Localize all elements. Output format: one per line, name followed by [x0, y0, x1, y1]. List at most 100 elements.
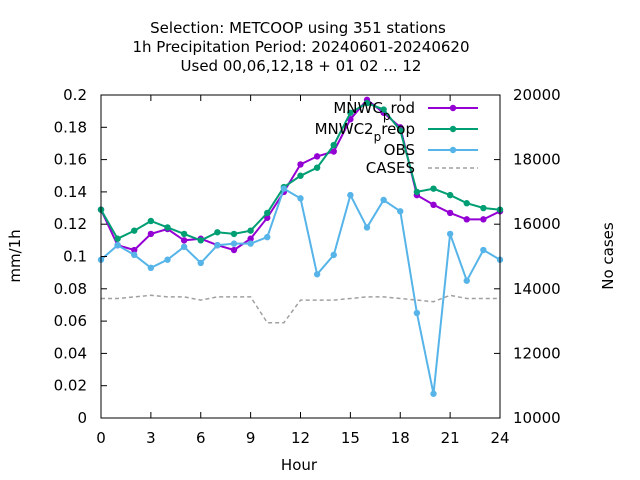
data-point-mnwc2_preop — [114, 235, 121, 242]
y-tick-label: 0.1 — [63, 248, 87, 266]
data-point-obs — [480, 246, 487, 254]
data-point-mnwc2_preop — [330, 141, 337, 149]
x-tick-label: 18 — [391, 429, 410, 447]
data-point-obs — [380, 196, 387, 204]
data-point-obs — [297, 195, 304, 202]
data-point-mnwc2_preop — [430, 185, 437, 192]
data-point-mnwc_prod — [313, 153, 321, 160]
y-tick-label: 0.16 — [54, 151, 87, 169]
data-point-mnwc2_preop — [264, 209, 271, 217]
plot-frame — [100, 94, 501, 419]
x-tick-label: 21 — [441, 429, 460, 447]
y-tick-label: 0.08 — [54, 280, 87, 298]
data-point-obs — [114, 241, 121, 249]
y2-tick-label: 14000 — [513, 280, 561, 298]
data-point-mnwc_prod — [430, 201, 437, 209]
data-point-mnwc2_preop — [180, 230, 188, 238]
data-point-obs — [180, 243, 188, 251]
data-point-mnwc_prod — [446, 209, 454, 217]
legend-marker — [449, 125, 457, 133]
y2-tick-label: 20000 — [513, 86, 561, 104]
data-point-mnwc2_preop — [347, 109, 354, 116]
data-point-mnwc2_preop — [413, 188, 421, 196]
chart-title: Selection: METCOOP using 351 stations 1h… — [132, 19, 469, 75]
legend-label: MNWCprod — [333, 99, 415, 123]
data-point-mnwc_prod — [131, 246, 138, 254]
x-tick-label: 9 — [246, 429, 256, 447]
data-point-mnwc2_preop — [197, 237, 204, 244]
y-tick-label: 0.12 — [54, 215, 87, 233]
title-line-3: Used 00,06,12,18 + 01 02 ... 12 — [181, 57, 422, 75]
y2-tick-label: 18000 — [513, 151, 561, 169]
x-tick-label: 6 — [196, 429, 206, 447]
data-point-obs — [230, 240, 238, 247]
legend-label: CASES — [366, 159, 415, 177]
data-point-mnwc2_preop — [230, 230, 238, 238]
x-tick-label: 12 — [291, 429, 310, 447]
legend-marker — [449, 146, 457, 154]
data-point-mnwc2_preop — [247, 227, 254, 234]
data-point-mnwc_prod — [147, 230, 155, 238]
legend-label: MNWC2preop — [315, 120, 415, 144]
y-tick-label: 0 — [77, 409, 87, 427]
data-point-mnwc_prod — [264, 214, 271, 221]
title-line-2: 1h Precipitation Period: 20240601-202406… — [132, 38, 469, 56]
data-point-mnwc_prod — [480, 216, 487, 223]
data-point-obs — [197, 259, 204, 267]
y-axis-label: mm/1h — [6, 229, 24, 282]
data-point-obs — [247, 240, 254, 247]
y-tick-label: 0.18 — [54, 118, 87, 136]
x-tick-label: 3 — [146, 429, 156, 447]
data-point-obs — [330, 251, 337, 259]
data-point-obs — [430, 390, 437, 397]
x-tick-label: 24 — [490, 429, 509, 447]
data-point-obs — [363, 224, 371, 231]
data-point-mnwc2_preop — [297, 172, 304, 179]
x-tick-label: 0 — [96, 429, 106, 447]
data-point-mnwc2_preop — [446, 191, 454, 199]
data-point-mnwc2_preop — [480, 204, 487, 212]
data-point-obs — [313, 271, 321, 278]
data-point-mnwc_prod — [463, 216, 470, 223]
y-tick-label: 0.04 — [54, 344, 87, 362]
data-point-mnwc2_preop — [363, 99, 371, 107]
data-point-obs — [164, 256, 171, 263]
data-point-obs — [446, 230, 454, 238]
title-line-1: Selection: METCOOP using 351 stations — [150, 19, 446, 37]
data-point-mnwc2_preop — [313, 164, 321, 171]
y2-tick-label: 12000 — [513, 344, 561, 362]
data-point-mnwc_prod — [297, 161, 304, 168]
series-line-cases — [101, 294, 500, 324]
data-point-mnwc2_preop — [397, 127, 404, 134]
legend-label: OBS — [384, 141, 415, 159]
y-tick-label: 0.02 — [54, 377, 87, 395]
x-axis-label: Hour — [281, 456, 318, 474]
data-point-obs — [264, 233, 271, 241]
y2-tick-label: 16000 — [513, 215, 561, 233]
data-point-mnwc_prod — [230, 246, 238, 254]
data-point-obs — [214, 241, 221, 249]
axes: 0 3 6 9 12 15 18 21 24 0 0.02 0.04 0.06 0.08 0.1 0.12 0.… — [54, 86, 561, 447]
data-point-mnwc_prod — [330, 148, 337, 155]
y-tick-label: 0.14 — [54, 183, 87, 201]
data-point-mnwc_prod — [247, 235, 254, 242]
data-point-obs — [463, 277, 470, 284]
data-point-obs — [397, 208, 404, 215]
x-tick-label: 15 — [341, 429, 360, 447]
y-tick-label: 0.2 — [63, 86, 87, 104]
data-point-obs — [147, 264, 155, 272]
data-point-mnwc2_preop — [164, 224, 171, 231]
data-point-mnwc2_preop — [214, 229, 221, 236]
series-line-mnwc2_preop — [100, 101, 501, 242]
data-point-obs — [347, 191, 354, 199]
data-point-mnwc2_preop — [131, 227, 138, 234]
data-point-obs — [131, 251, 138, 259]
data-point-mnwc2_preop — [380, 106, 387, 113]
data-point-mnwc_prod — [180, 237, 188, 244]
data-point-obs — [413, 309, 421, 317]
y2-tick-label: 10000 — [513, 409, 561, 427]
y-tick-label: 0.06 — [54, 312, 87, 330]
data-point-obs — [280, 185, 288, 192]
